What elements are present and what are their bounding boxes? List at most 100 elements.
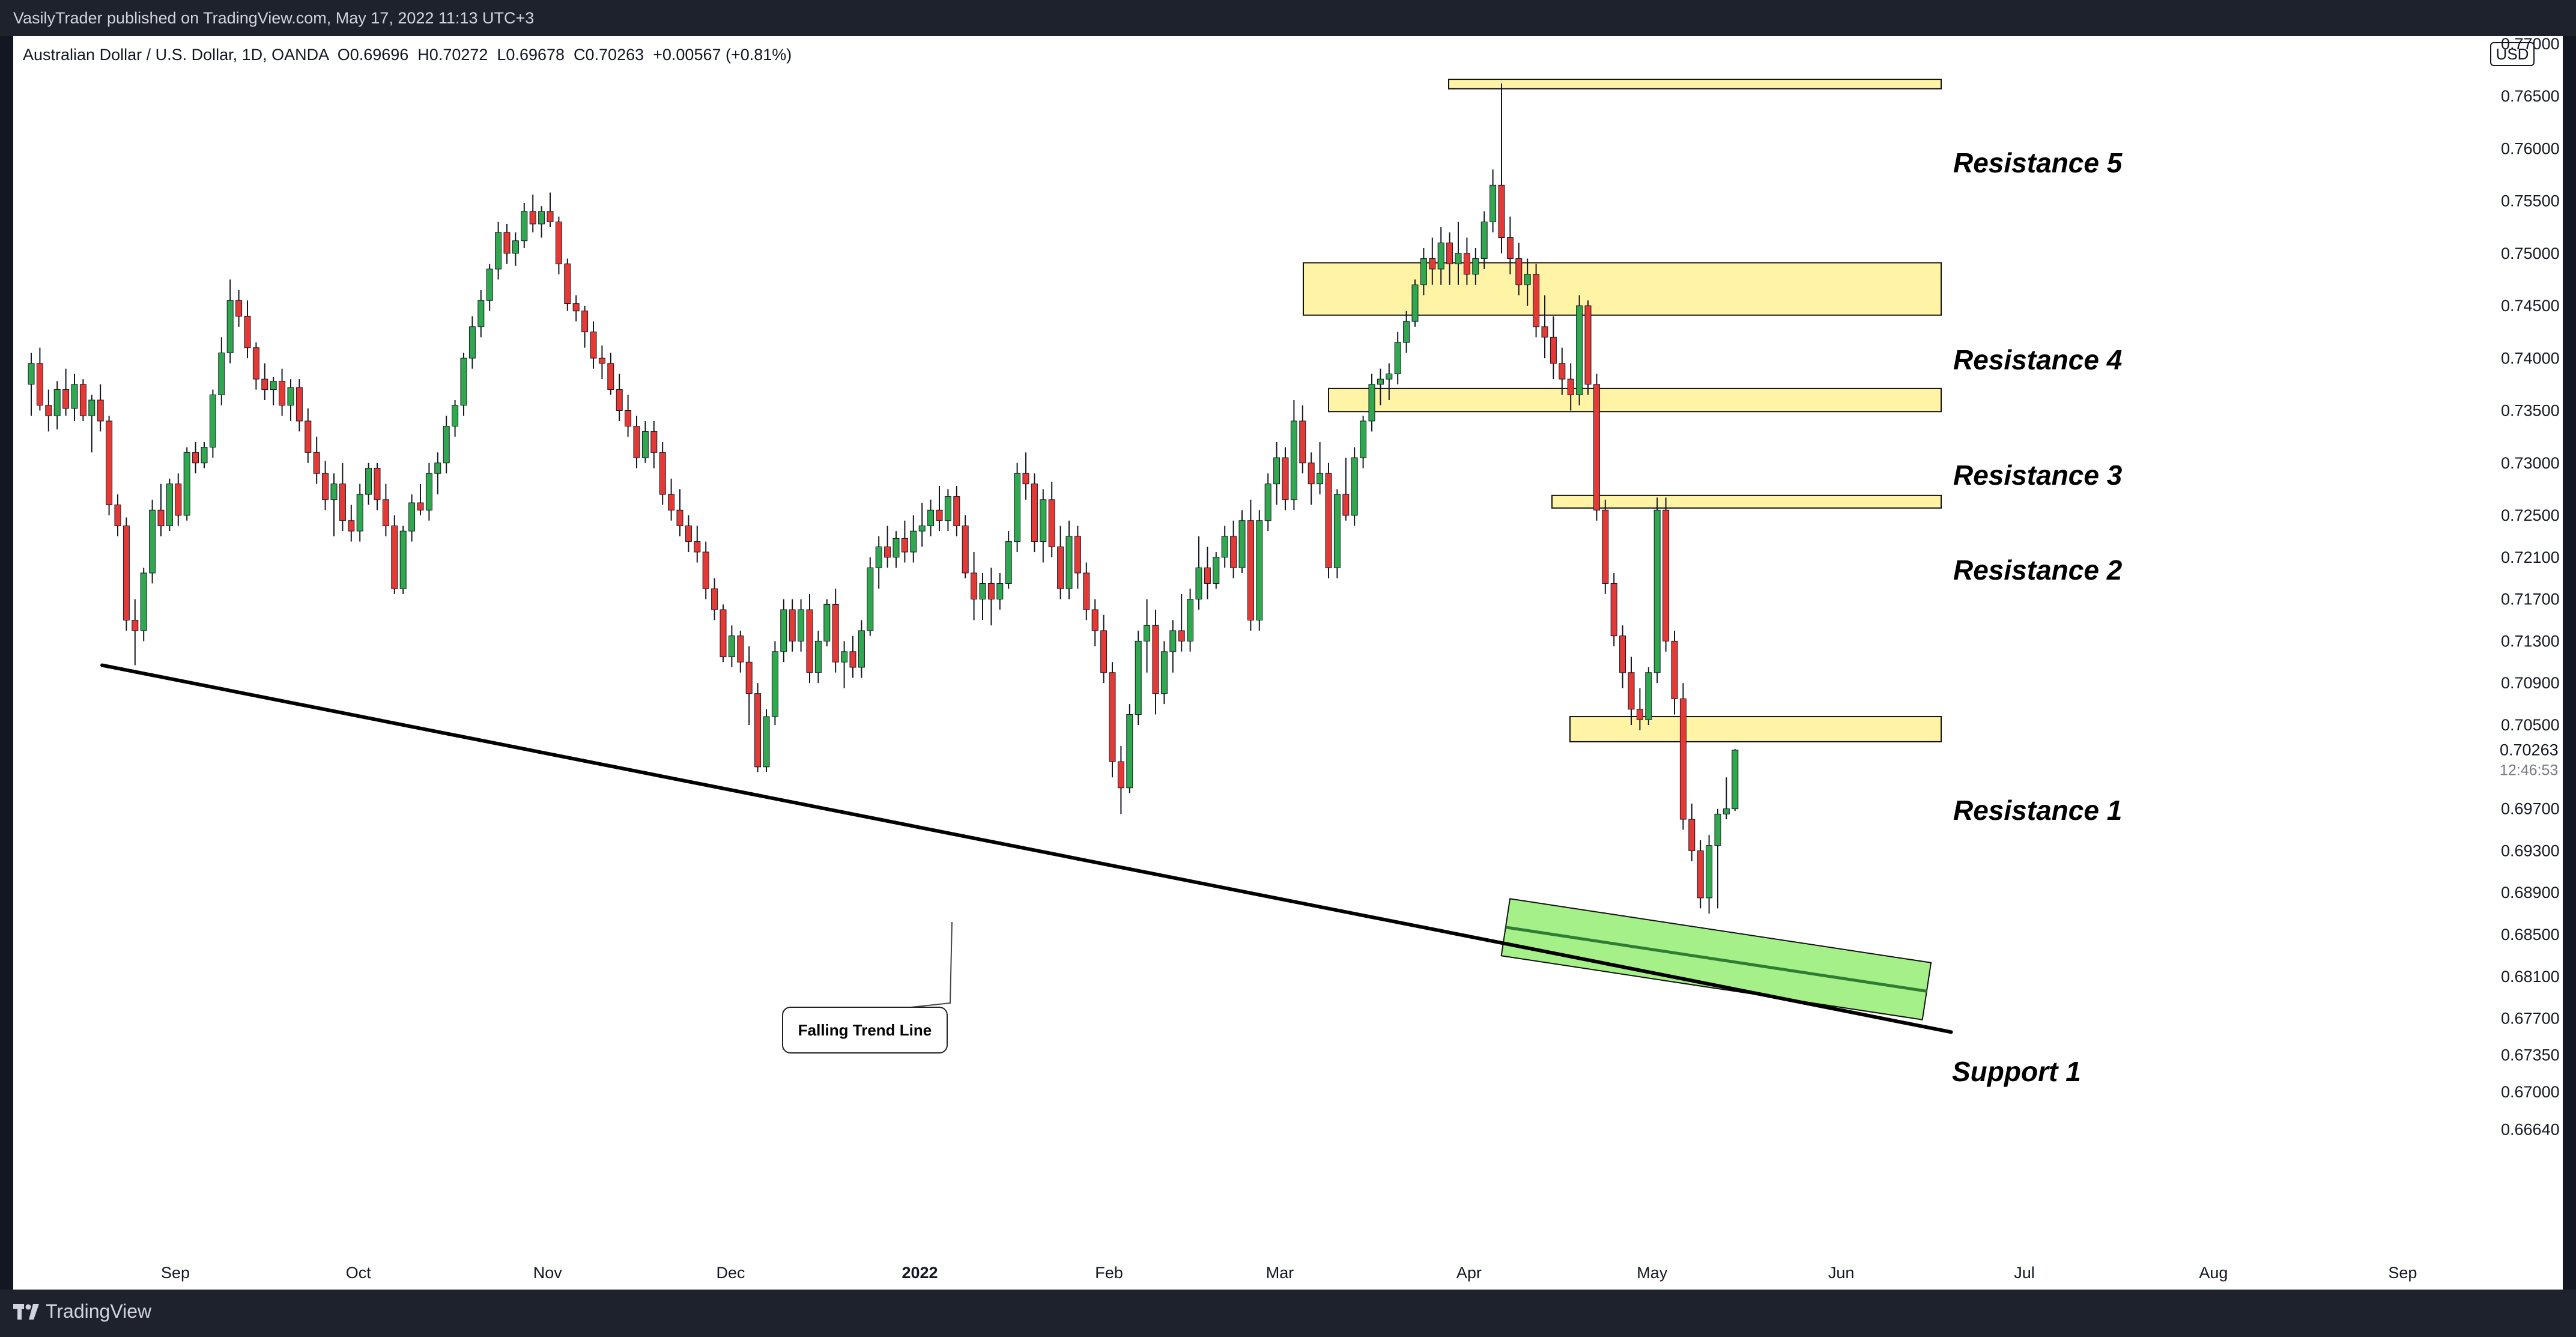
publisher-bar: VasilyTrader published on TradingView.co…: [0, 0, 2576, 36]
candle: [979, 572, 986, 620]
candle: [425, 462, 432, 521]
candle-body-down: [971, 572, 978, 600]
y-tick-label: 0.70500: [2501, 716, 2560, 734]
candle-body-down: [901, 538, 908, 553]
candle: [503, 223, 511, 264]
candle-body-up: [408, 502, 416, 532]
resistance-2-label: Resistance 2: [1953, 554, 2123, 586]
candle-body-up: [1256, 520, 1263, 620]
candle-body-up: [1290, 420, 1297, 500]
candle-body-down: [114, 505, 121, 526]
candle: [1420, 248, 1427, 296]
candle-body-down: [711, 588, 718, 610]
candle: [1152, 610, 1159, 715]
currency-button[interactable]: USD: [2490, 42, 2535, 66]
x-tick-label: Jun: [1828, 1264, 1855, 1282]
candle: [252, 342, 259, 390]
y-tick-label: 0.71300: [2501, 632, 2560, 650]
candle: [53, 381, 61, 429]
candle-body-down: [1636, 709, 1643, 720]
candle-body-down: [1533, 274, 1540, 327]
candle: [88, 395, 95, 453]
candle-body-up: [893, 538, 900, 558]
candle-body-up: [771, 651, 778, 717]
candle-body-down: [668, 494, 675, 511]
candle: [1403, 311, 1410, 353]
candle-body-up: [1187, 599, 1194, 641]
candle: [1083, 562, 1090, 620]
candle: [226, 279, 234, 363]
candle-body-up: [495, 232, 502, 270]
candle: [1490, 169, 1497, 232]
y-tick-label: 0.67700: [2501, 1010, 2560, 1028]
candle-body-up: [1411, 284, 1419, 322]
candle: [841, 641, 848, 688]
candle: [460, 353, 467, 416]
candle-body-up: [365, 467, 372, 495]
x-tick-label: Nov: [533, 1264, 563, 1282]
candle-body-up: [218, 353, 225, 395]
candle-body-down: [1506, 237, 1514, 259]
candle-body-up: [1273, 457, 1280, 485]
candle: [1628, 656, 1635, 725]
chart-panel[interactable]: 0.775000.770000.765000.760000.755000.750…: [13, 36, 2563, 1290]
candle-body-down: [261, 378, 268, 390]
candle: [581, 306, 589, 348]
candle-body-up: [452, 405, 459, 427]
candle: [598, 345, 605, 380]
candle: [1048, 482, 1055, 557]
candle: [538, 206, 545, 238]
candle: [893, 531, 900, 568]
candle: [495, 222, 502, 280]
candle: [1671, 630, 1678, 715]
candle: [1109, 662, 1116, 778]
candle-body-up: [918, 525, 926, 532]
candle-body-down: [503, 232, 511, 254]
candle: [1723, 777, 1730, 820]
candle: [806, 593, 813, 684]
candle-body-down: [1429, 258, 1436, 270]
candle-body-up: [1455, 253, 1462, 264]
candle: [1187, 589, 1194, 652]
candle-body-down: [62, 389, 70, 409]
candle-body-up: [798, 609, 805, 641]
candle-body-up: [910, 530, 917, 553]
candle-body-up: [356, 494, 363, 532]
candle-body-up: [183, 452, 190, 516]
candle: [1480, 211, 1488, 269]
candle: [616, 374, 623, 421]
candle: [270, 377, 277, 405]
candle-body-up: [270, 381, 277, 390]
y-tick-label: 0.73000: [2501, 454, 2560, 472]
y-tick-label: 0.67350: [2501, 1046, 2560, 1064]
candle-body-down: [132, 620, 139, 631]
candle-body-down: [598, 357, 605, 364]
candle: [728, 625, 735, 668]
candle: [1576, 295, 1583, 405]
candle: [123, 517, 130, 631]
candlestick-chart[interactable]: 0.775000.770000.765000.760000.755000.750…: [13, 36, 2563, 1290]
candle-body-down: [676, 509, 683, 526]
candle: [1308, 452, 1315, 505]
candle-body-down: [382, 499, 389, 526]
candle: [1160, 641, 1168, 705]
candle-body-down: [754, 693, 762, 768]
candle: [547, 192, 554, 228]
candle: [157, 484, 165, 536]
candle-body-up: [780, 609, 787, 652]
candle: [1541, 295, 1548, 359]
candle-body-down: [547, 211, 554, 222]
candle-body-down: [123, 525, 130, 621]
candle: [1732, 749, 1739, 811]
candle: [1230, 520, 1237, 578]
candle-body-down: [1247, 520, 1254, 620]
candle-body-up: [140, 572, 147, 631]
candle-body-up: [521, 211, 528, 241]
candle: [625, 395, 632, 437]
candle: [1091, 599, 1099, 647]
candle-body-down: [1671, 640, 1678, 699]
candle: [884, 526, 891, 568]
resistance-5-label: Resistance 5: [1953, 147, 2123, 178]
candle-body-up: [1065, 536, 1073, 589]
candle: [1135, 630, 1142, 725]
